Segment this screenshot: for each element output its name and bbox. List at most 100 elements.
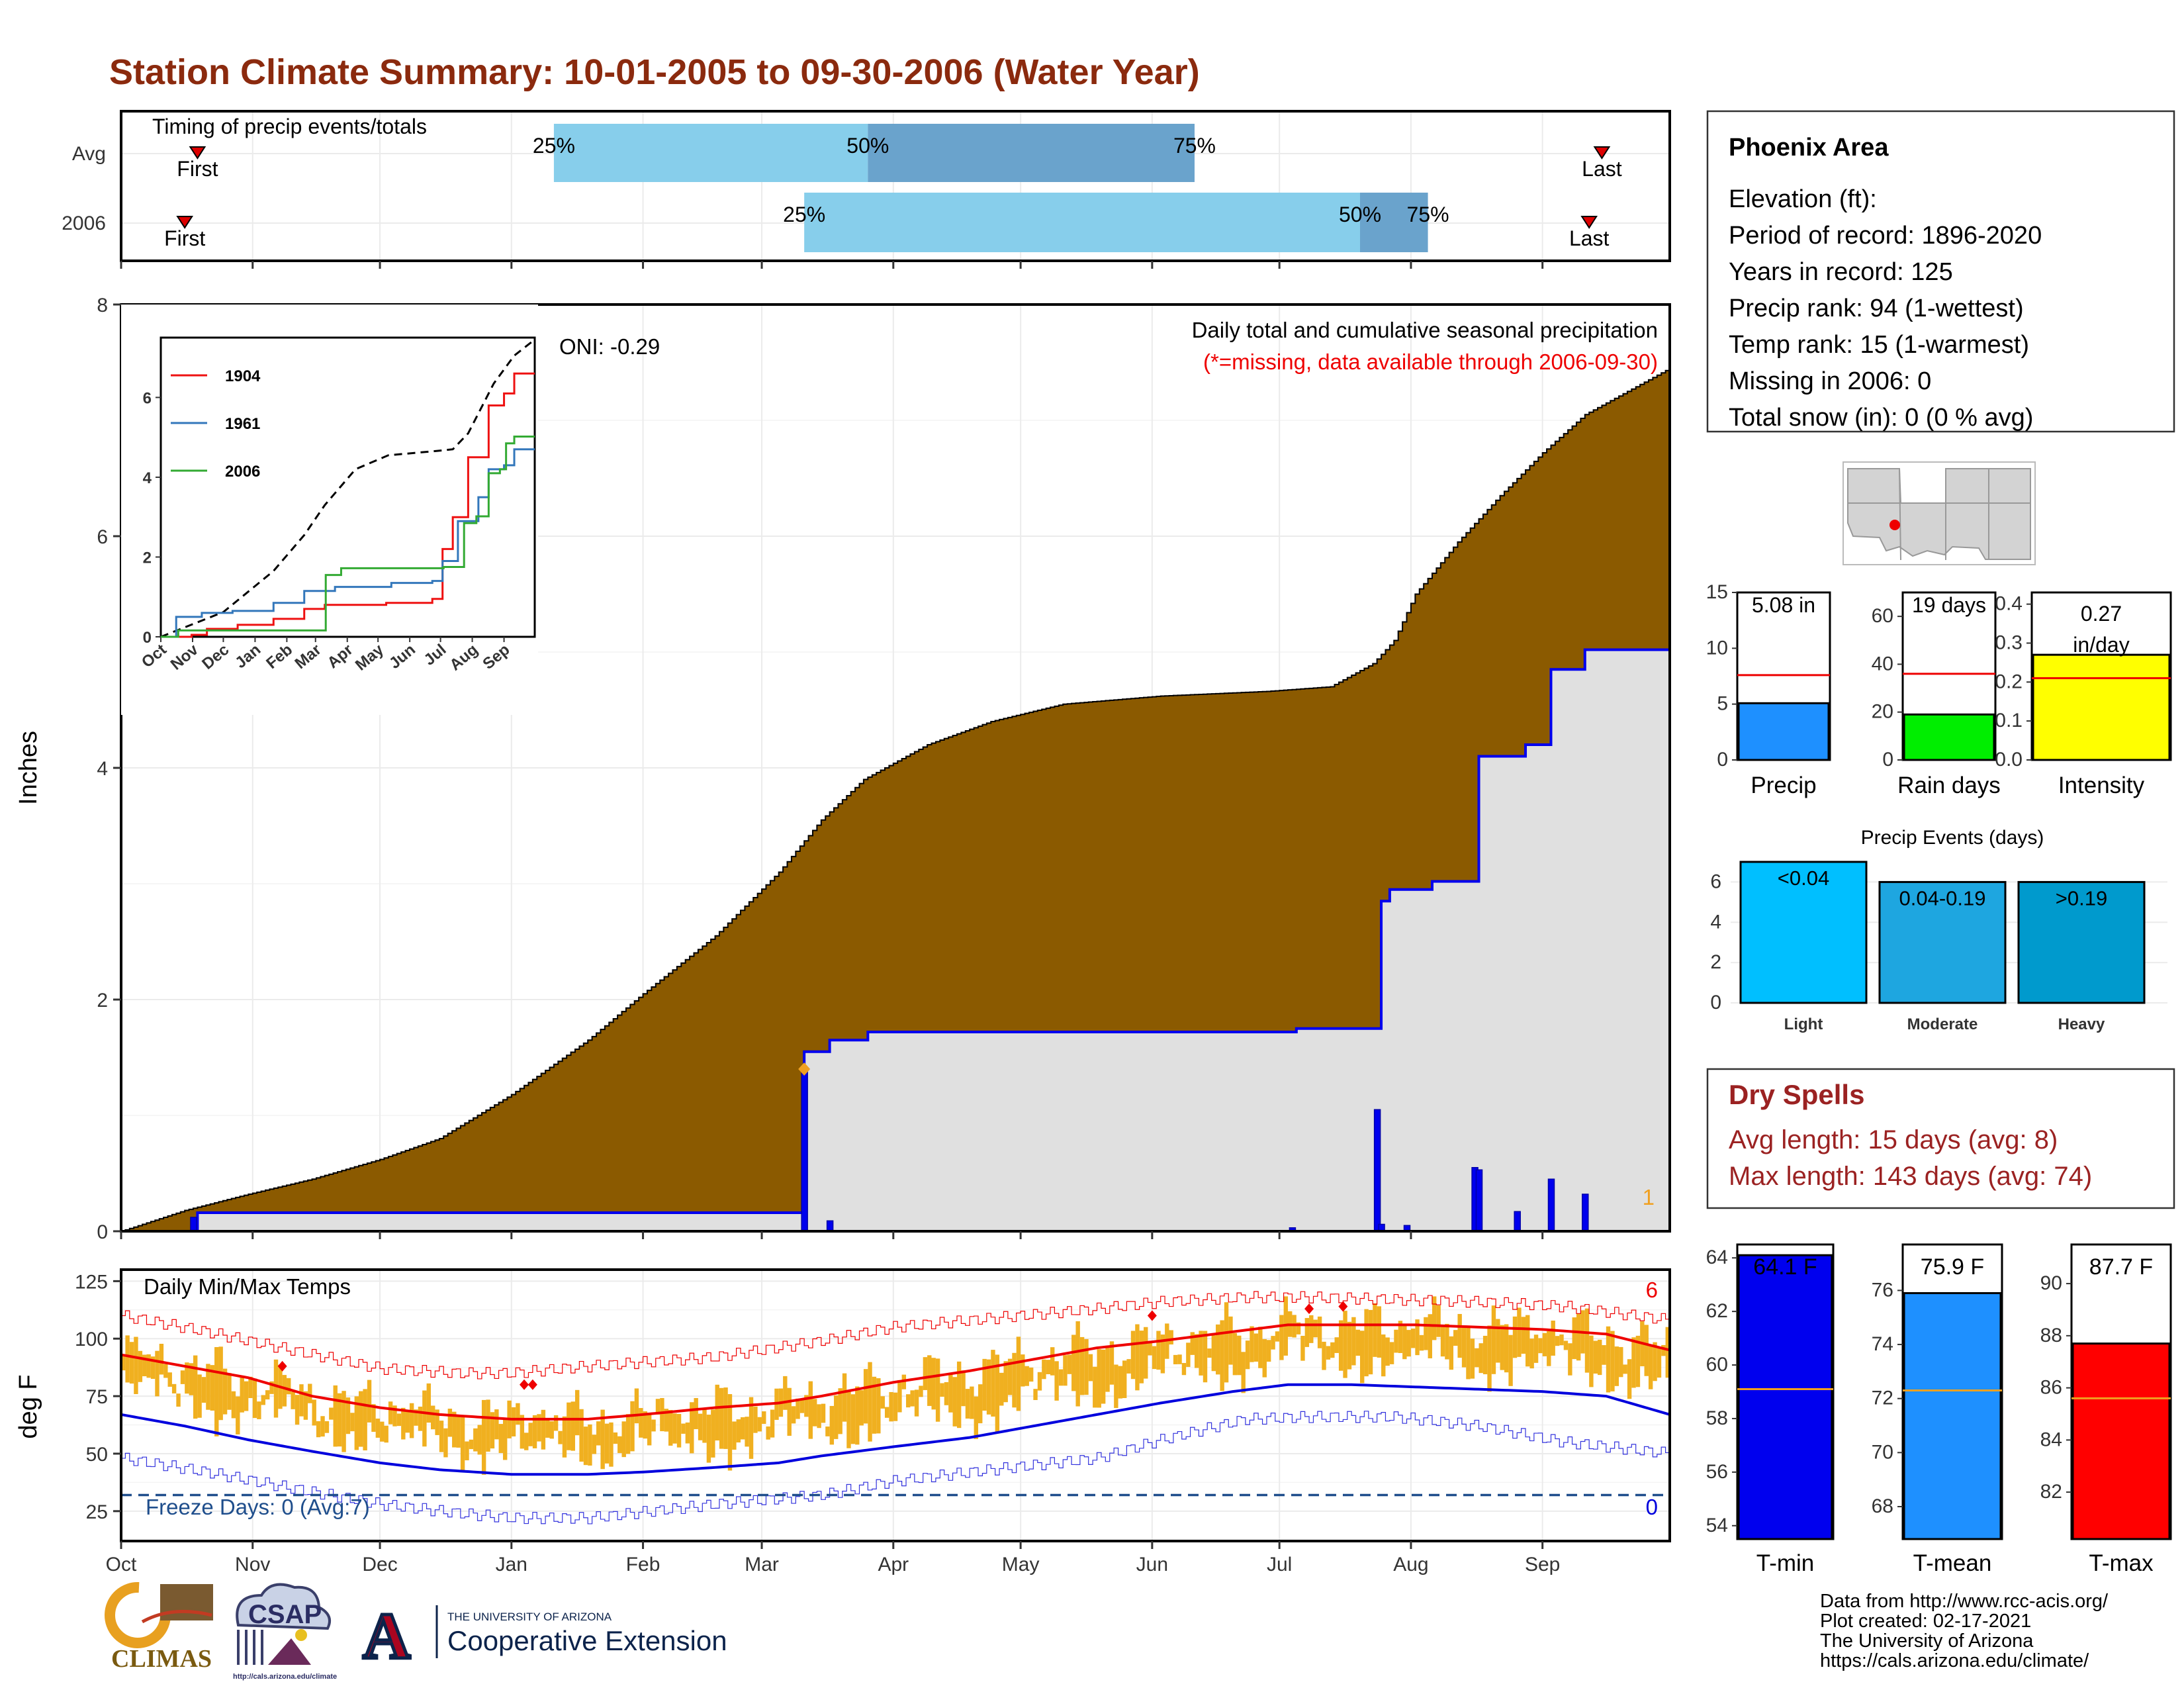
daily-temp-bar [409, 1403, 414, 1438]
daily-temp-bar [1500, 1325, 1504, 1370]
daily-temp-bar [1614, 1346, 1619, 1386]
daily-temp-bar [1300, 1335, 1305, 1361]
daily-temp-bar [1160, 1335, 1165, 1374]
temp-summary-ytick-label: 88 [2040, 1325, 2062, 1346]
daily-temp-bar [919, 1385, 923, 1397]
events-bar [2017, 880, 2146, 1004]
daily-temp-bar [418, 1406, 423, 1431]
timing-bar-50-75 [868, 124, 1195, 182]
daily-temp-bar [380, 1421, 385, 1442]
timing-p75-label: 75% [1173, 134, 1216, 158]
daily-temp-bar [1559, 1334, 1564, 1346]
footer-line: https://cals.arizona.edu/climate/ [1820, 1650, 2089, 1671]
daily-temp-bar [850, 1394, 856, 1444]
dry-spells-frame [1706, 1068, 2175, 1209]
daily-temp-bar [978, 1384, 983, 1424]
events-category-label: Moderate [1907, 1015, 1978, 1033]
daily-temp-bar [1440, 1325, 1445, 1357]
daily-temp-bar [676, 1413, 682, 1448]
timing-row-2006-label: 2006 [62, 212, 106, 234]
summary-ytick-label: 0.0 [1995, 749, 2023, 771]
daily-temp-bar [745, 1417, 749, 1447]
daily-temp-bar [163, 1364, 168, 1378]
timing-bar-25-50 [804, 193, 1360, 252]
daily-temp-bar [931, 1358, 936, 1410]
temps-panel: 25 50 75 100 125 deg F Daily Min/Max Temps F… [15, 1268, 1671, 1575]
daily-temp-bar [1050, 1347, 1055, 1376]
daily-temp-bar [1428, 1314, 1432, 1358]
daily-temp-bar [974, 1396, 979, 1439]
daily-temp-bar [1105, 1346, 1110, 1392]
daily-temp-bar [456, 1415, 461, 1448]
daily-temp-bar [1461, 1326, 1467, 1368]
summary-ytick-label: 0 [1882, 749, 1893, 771]
daily-temp-bar [651, 1419, 656, 1432]
daily-temp-bar [1648, 1346, 1653, 1389]
daily-temp-bar [1126, 1359, 1131, 1374]
last-marker-label: Last [1569, 226, 1610, 250]
daily-temp-bar [273, 1359, 279, 1418]
record-high-marker [527, 1379, 537, 1390]
daily-temp-bar [749, 1397, 754, 1459]
daily-temp-bar [363, 1389, 367, 1451]
first-marker-label: First [177, 157, 218, 181]
temps-ytick-label: 75 [86, 1386, 108, 1408]
record-lows-count: 0 [1646, 1495, 1658, 1519]
daily-temp-bar [248, 1376, 253, 1399]
temp-summary-bar [1737, 1254, 1833, 1540]
info-line: Total snow (in): 0 (0 % avg) [1729, 404, 2033, 432]
daily-temp-bar [914, 1389, 919, 1417]
daily-precip-bar [801, 1070, 808, 1232]
daily-temp-bar [549, 1421, 554, 1439]
daily-temp-bar [1063, 1355, 1068, 1386]
daily-temp-bar [1351, 1317, 1356, 1366]
temp-summary-ytick-label: 90 [2040, 1272, 2062, 1294]
daily-temp-bar [269, 1381, 274, 1394]
info-line: Missing in 2006: 0 [1729, 367, 1931, 395]
daily-precip-bar [190, 1217, 197, 1232]
daily-temp-bar [142, 1354, 147, 1377]
daily-temp-bar [672, 1413, 677, 1444]
daily-temp-bar [842, 1373, 847, 1422]
temp-summary-name: T-max [2089, 1550, 2154, 1576]
daily-temp-bar [799, 1399, 805, 1413]
daily-temp-bar [961, 1370, 966, 1407]
daily-temp-bar [189, 1363, 193, 1395]
daily-temp-bar [1385, 1337, 1390, 1366]
oni-label: ONI: -0.29 [559, 334, 660, 359]
summary-bar [2032, 653, 2171, 761]
summary-ytick-label: 60 [1872, 605, 1893, 627]
daily-temp-bar [927, 1355, 932, 1406]
daily-temp-bar [197, 1374, 202, 1418]
daily-temp-bar [1572, 1317, 1576, 1360]
daily-temp-bar [817, 1404, 821, 1429]
state-borders [1848, 468, 2030, 561]
info-line: Elevation (ft): [1729, 185, 1877, 213]
daily-temp-bar [1024, 1366, 1029, 1386]
csap-logo: CSAP http://cals.arizona.edu/climate [233, 1583, 337, 1681]
temp-summary-bar [1903, 1291, 2002, 1540]
daily-temp-bar [236, 1396, 240, 1434]
daily-temp-bar [1389, 1342, 1394, 1364]
daily-temp-bar [1130, 1331, 1136, 1380]
daily-temp-bar [732, 1421, 737, 1450]
daily-temp-bar [350, 1413, 355, 1432]
daily-temp-bar [1058, 1369, 1064, 1386]
precip-ytick-label: 0 [97, 1221, 108, 1243]
daily-temp-bar [1457, 1313, 1462, 1358]
daily-temp-bar [1042, 1359, 1046, 1380]
daily-temp-bar [324, 1421, 330, 1433]
daily-precip-bar [1582, 1194, 1589, 1232]
daily-temp-bar [944, 1382, 949, 1405]
csap-mountain-icon [268, 1638, 311, 1665]
daily-temp-bar [702, 1408, 707, 1443]
daily-temp-bar [621, 1421, 626, 1458]
daily-temp-bar [846, 1389, 851, 1448]
daily-temp-bar [825, 1426, 830, 1436]
daily-temp-bar [1517, 1307, 1522, 1357]
daily-temp-bar [804, 1395, 809, 1417]
daily-temp-bar [1521, 1317, 1526, 1354]
daily-temp-bar [821, 1403, 826, 1423]
missing-data-marker [798, 1062, 811, 1076]
daily-temp-bar [222, 1368, 228, 1415]
